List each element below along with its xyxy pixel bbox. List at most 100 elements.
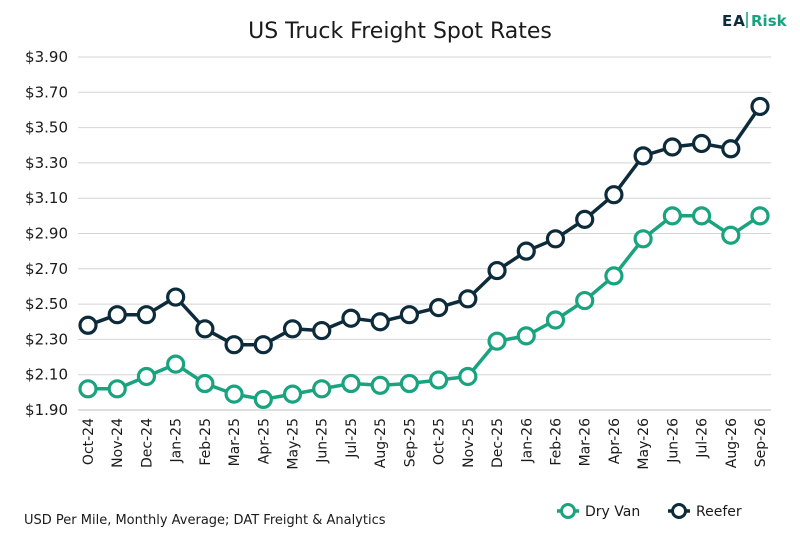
legend: Dry Van Reefer xyxy=(557,503,742,520)
y-tick-label: $1.90 xyxy=(25,401,68,419)
legend-label-reefer: Reefer xyxy=(696,504,742,520)
data-point xyxy=(195,373,215,394)
series-dry-van xyxy=(78,206,770,410)
data-point xyxy=(166,287,186,307)
data-point xyxy=(516,241,536,261)
legend-item-reefer: Reefer xyxy=(668,503,742,520)
x-tick-label: Feb-26 xyxy=(548,418,564,466)
data-point xyxy=(721,225,741,245)
y-tick-label: $3.70 xyxy=(25,83,68,101)
data-point xyxy=(633,146,653,166)
data-point xyxy=(136,305,157,325)
data-point xyxy=(253,389,273,410)
x-tick-label: Nov-24 xyxy=(110,418,126,468)
data-point xyxy=(633,229,653,249)
logo: EA Risk xyxy=(722,12,788,30)
data-point xyxy=(312,379,332,399)
x-tick-label: Jul-25 xyxy=(344,418,360,459)
x-tick-label: Jan-26 xyxy=(519,418,535,464)
data-point xyxy=(429,370,449,390)
y-tick-label: $3.90 xyxy=(25,48,68,66)
series-layer xyxy=(78,96,770,410)
data-point xyxy=(78,315,98,335)
x-tick-label: Apr-26 xyxy=(607,418,623,464)
x-tick-label: Sep-25 xyxy=(402,418,418,467)
data-point xyxy=(195,319,215,339)
x-tick-label: Jun-26 xyxy=(665,418,681,464)
data-point xyxy=(575,209,595,229)
y-tick-label: $2.50 xyxy=(25,295,68,313)
data-point xyxy=(224,335,244,355)
data-point xyxy=(545,229,566,249)
data-point xyxy=(691,206,712,226)
data-point xyxy=(224,384,244,404)
data-point xyxy=(282,384,303,404)
x-tick-label: Jul-26 xyxy=(695,418,711,459)
data-point xyxy=(691,133,712,154)
data-point xyxy=(458,289,478,309)
data-point xyxy=(516,326,536,346)
x-tick-label: Aug-25 xyxy=(373,418,389,468)
data-point xyxy=(750,206,770,226)
data-point xyxy=(487,331,507,351)
x-tick-label: Feb-25 xyxy=(198,418,214,466)
data-point xyxy=(604,266,624,286)
data-point xyxy=(545,310,566,330)
data-point xyxy=(166,354,186,374)
data-point xyxy=(253,335,273,355)
data-point xyxy=(662,206,682,226)
x-tick-label: May-25 xyxy=(286,418,302,470)
y-tick-label: $2.10 xyxy=(25,366,68,384)
x-tick-label: Apr-25 xyxy=(256,418,272,464)
y-tick-label: $2.30 xyxy=(25,330,68,348)
legend-marker-reefer xyxy=(671,503,687,519)
data-point xyxy=(107,305,127,325)
x-tick-label: Mar-25 xyxy=(227,418,243,466)
data-point xyxy=(721,139,741,159)
data-point xyxy=(575,290,595,311)
legend-marker-dry-van xyxy=(560,503,576,519)
y-tick-label: $2.90 xyxy=(25,225,68,243)
data-point xyxy=(282,319,303,339)
x-tick-label: Mar-26 xyxy=(578,418,594,466)
x-tick-label: May-26 xyxy=(636,418,652,470)
data-point xyxy=(399,305,419,325)
data-point xyxy=(604,185,624,205)
data-point xyxy=(458,366,478,387)
x-tick-label: Sep-26 xyxy=(753,418,769,467)
series-line xyxy=(88,214,761,402)
y-tick-label: $3.30 xyxy=(25,154,68,172)
y-tick-label: $2.70 xyxy=(25,260,68,278)
x-tick-label: Dec-24 xyxy=(139,418,155,468)
data-point xyxy=(341,308,361,328)
x-tick-label: Oct-25 xyxy=(432,418,448,465)
data-point xyxy=(78,379,98,399)
x-tick-label: Jun-25 xyxy=(315,418,331,464)
data-point xyxy=(370,375,390,395)
x-axis-ticks: Oct-24 Nov-24 Dec-24 Jan-25 Feb-25 Mar-25 Apr-… xyxy=(81,418,769,470)
chart-title: US Truck Freight Spot Rates xyxy=(248,19,552,44)
data-point xyxy=(750,96,770,117)
series-reefer xyxy=(78,96,770,355)
data-point xyxy=(487,260,507,281)
x-tick-label: Jan-25 xyxy=(169,418,185,463)
y-tick-label: $3.50 xyxy=(25,119,68,137)
data-point xyxy=(399,373,419,394)
x-tick-label: Oct-24 xyxy=(81,418,97,465)
data-point xyxy=(341,373,361,394)
x-tick-label: Aug-26 xyxy=(724,418,740,468)
data-point xyxy=(662,137,682,157)
data-point xyxy=(429,298,449,318)
x-tick-label: Nov-25 xyxy=(461,418,477,468)
x-tick-label: Dec-25 xyxy=(490,418,506,468)
legend-item-dry-van: Dry Van xyxy=(557,503,640,520)
logo-ea-text: EA xyxy=(722,12,746,30)
data-point xyxy=(312,320,332,341)
legend-label-dry-van: Dry Van xyxy=(585,504,640,520)
logo-risk-text: Risk xyxy=(751,12,788,30)
y-tick-label: $3.10 xyxy=(25,189,68,207)
y-axis-ticks: $1.90 $2.10 $2.30 $2.50 $2.70 $2.90 $3.10 $3.30… xyxy=(25,48,68,419)
data-point xyxy=(370,312,390,332)
data-point xyxy=(107,379,127,399)
